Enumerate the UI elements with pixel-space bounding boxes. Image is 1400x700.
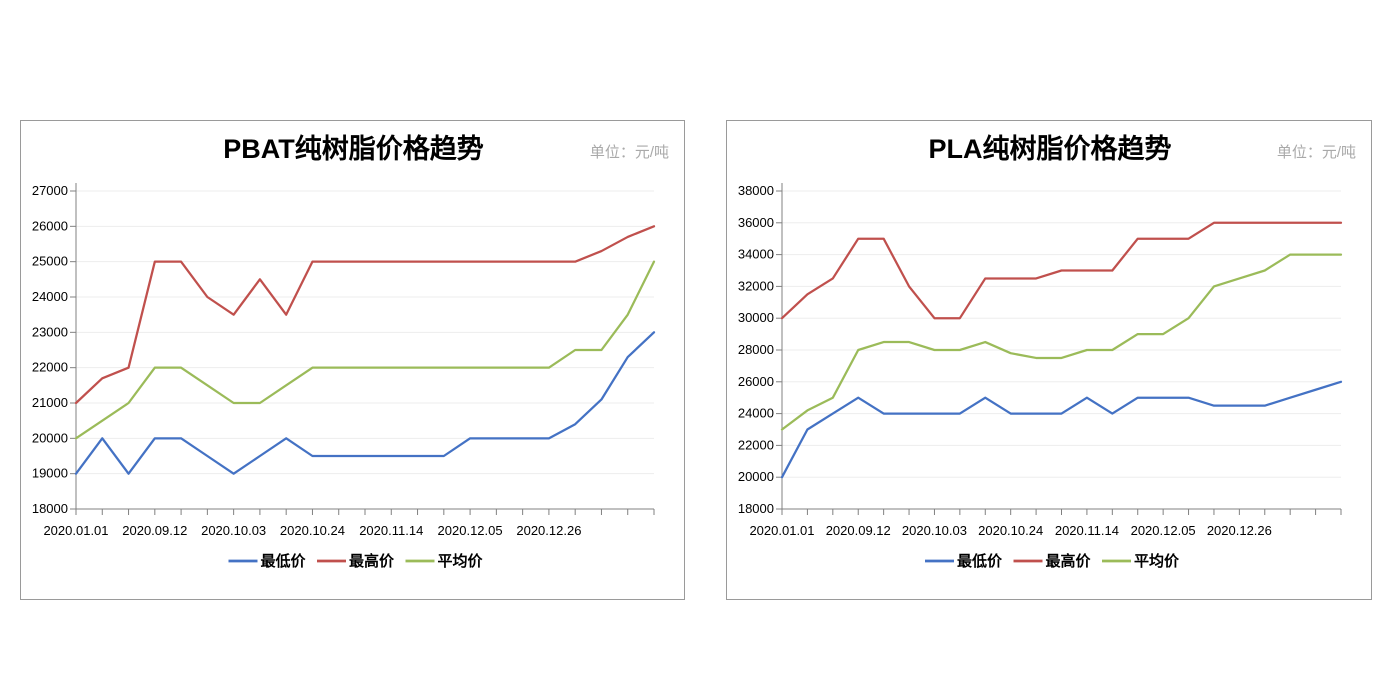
svg-text:2020.12.26: 2020.12.26 xyxy=(516,523,581,538)
svg-text:26000: 26000 xyxy=(32,218,68,233)
svg-text:平均价: 平均价 xyxy=(1134,552,1180,570)
svg-text:2020.12.05: 2020.12.05 xyxy=(438,523,503,538)
svg-text:2020.10.03: 2020.10.03 xyxy=(201,523,266,538)
svg-text:最高价: 最高价 xyxy=(349,552,395,570)
svg-text:2020.12.05: 2020.12.05 xyxy=(1131,523,1196,538)
svg-text:38000: 38000 xyxy=(738,183,774,198)
svg-text:22000: 22000 xyxy=(32,360,68,375)
svg-text:21000: 21000 xyxy=(32,395,68,410)
svg-text:2020.01.01: 2020.01.01 xyxy=(43,523,108,538)
svg-text:24000: 24000 xyxy=(738,406,774,421)
svg-text:PLA纯树脂价格趋势: PLA纯树脂价格趋势 xyxy=(929,133,1172,164)
svg-text:23000: 23000 xyxy=(32,324,68,339)
svg-text:25000: 25000 xyxy=(32,254,68,269)
svg-text:单位：元/吨: 单位：元/吨 xyxy=(1277,144,1356,161)
svg-text:20000: 20000 xyxy=(738,469,774,484)
svg-text:18000: 18000 xyxy=(738,501,774,516)
svg-text:PBAT纯树脂价格趋势: PBAT纯树脂价格趋势 xyxy=(223,133,484,164)
svg-text:19000: 19000 xyxy=(32,466,68,481)
svg-text:最低价: 最低价 xyxy=(957,552,1003,570)
svg-text:36000: 36000 xyxy=(738,215,774,230)
svg-text:2020.11.14: 2020.11.14 xyxy=(359,523,423,538)
svg-text:30000: 30000 xyxy=(738,310,774,325)
svg-text:单位：元/吨: 单位：元/吨 xyxy=(590,144,669,161)
svg-text:27000: 27000 xyxy=(32,183,68,198)
svg-text:最高价: 最高价 xyxy=(1046,552,1092,570)
svg-text:20000: 20000 xyxy=(32,430,68,445)
svg-text:2020.10.03: 2020.10.03 xyxy=(902,523,967,538)
svg-text:26000: 26000 xyxy=(738,374,774,389)
svg-text:32000: 32000 xyxy=(738,278,774,293)
svg-text:最低价: 最低价 xyxy=(261,552,307,570)
svg-text:2020.09.12: 2020.09.12 xyxy=(826,523,891,538)
svg-text:18000: 18000 xyxy=(32,501,68,516)
svg-text:平均价: 平均价 xyxy=(438,552,484,570)
svg-text:2020.10.24: 2020.10.24 xyxy=(280,523,345,538)
svg-text:34000: 34000 xyxy=(738,247,774,262)
svg-text:24000: 24000 xyxy=(32,289,68,304)
svg-text:22000: 22000 xyxy=(738,437,774,452)
svg-text:2020.11.14: 2020.11.14 xyxy=(1055,523,1119,538)
svg-text:2020.12.26: 2020.12.26 xyxy=(1207,523,1272,538)
svg-text:2020.01.01: 2020.01.01 xyxy=(749,523,814,538)
svg-text:28000: 28000 xyxy=(738,342,774,357)
svg-text:2020.09.12: 2020.09.12 xyxy=(122,523,187,538)
svg-text:2020.10.24: 2020.10.24 xyxy=(978,523,1043,538)
